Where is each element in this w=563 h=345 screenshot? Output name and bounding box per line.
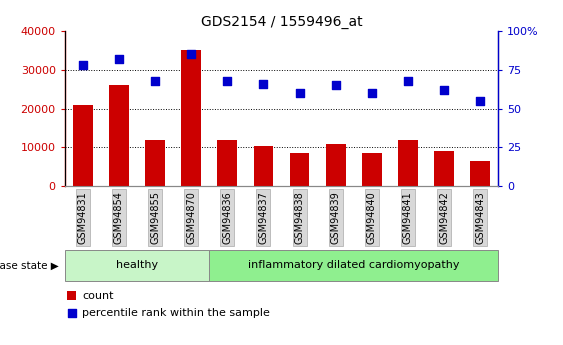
Text: GSM94840: GSM94840 (367, 191, 377, 244)
Text: inflammatory dilated cardiomyopathy: inflammatory dilated cardiomyopathy (248, 260, 459, 270)
Bar (67, 291, 77, 300)
Bar (73, 105, 93, 186)
Text: disease state ▶: disease state ▶ (0, 260, 59, 270)
Text: GSM94837: GSM94837 (258, 191, 269, 244)
Text: GSM94842: GSM94842 (439, 191, 449, 244)
Point (223, 78, 232, 83)
Point (187, 51, 196, 57)
Text: GSM94838: GSM94838 (294, 191, 305, 244)
Text: percentile rank within the sample: percentile rank within the sample (82, 308, 270, 318)
Bar (253, 146, 274, 186)
Point (367, 90, 376, 96)
Text: GSM94843: GSM94843 (475, 191, 485, 244)
Bar (434, 150, 454, 186)
Title: GDS2154 / 1559496_at: GDS2154 / 1559496_at (200, 14, 363, 29)
Point (476, 98, 485, 104)
Bar (326, 144, 346, 186)
Point (331, 82, 340, 88)
Text: GSM94855: GSM94855 (150, 191, 160, 244)
Bar (398, 140, 418, 186)
Bar (65, 250, 209, 281)
Bar (109, 85, 129, 186)
Text: GSM94836: GSM94836 (222, 191, 233, 244)
Bar (209, 250, 498, 281)
Point (114, 56, 123, 62)
Text: healthy: healthy (116, 260, 158, 270)
Text: GSM94870: GSM94870 (186, 191, 196, 244)
Text: GSM94831: GSM94831 (78, 191, 88, 244)
Point (78, 62, 87, 68)
Bar (470, 161, 490, 186)
Point (259, 81, 268, 87)
Bar (145, 140, 165, 186)
Bar (181, 50, 201, 186)
Point (440, 87, 449, 93)
Bar (289, 153, 310, 186)
Text: GSM94854: GSM94854 (114, 191, 124, 244)
Point (150, 78, 159, 83)
Point (67, 310, 76, 316)
Text: GSM94841: GSM94841 (403, 191, 413, 244)
Bar (362, 152, 382, 186)
Point (404, 78, 413, 83)
Text: GSM94839: GSM94839 (330, 191, 341, 244)
Text: count: count (82, 291, 114, 300)
Point (295, 90, 304, 96)
Bar (217, 140, 237, 186)
